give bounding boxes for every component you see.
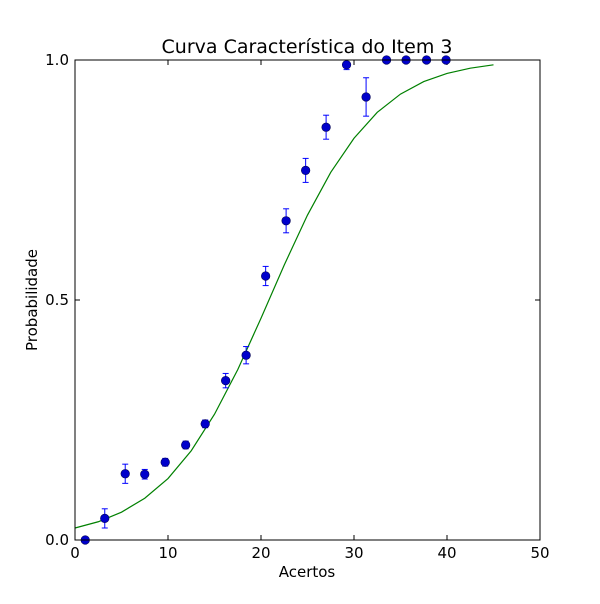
data-point — [200, 419, 210, 429]
x-axis-label: Acertos — [279, 563, 336, 581]
data-point — [241, 350, 251, 360]
data-point — [160, 457, 170, 467]
data-point — [100, 513, 110, 524]
chart-title: Curva Característica do Item 3 — [162, 36, 453, 58]
data-point — [361, 92, 371, 102]
fitted-curve-layer — [74, 64, 494, 529]
data-point — [181, 440, 191, 450]
y-tick-label: 0.0 — [45, 531, 69, 549]
y-axis-label: Probabilidade — [23, 249, 41, 351]
data-point — [341, 60, 352, 70]
y-tick-label: 0.5 — [45, 291, 69, 309]
x-tick-label: 30 — [344, 544, 363, 562]
x-tick-label: 10 — [158, 544, 177, 562]
plot-frame — [74, 59, 541, 541]
y-tick-label: 1.0 — [45, 51, 69, 69]
data-point — [140, 469, 150, 479]
y-axis-ticks: 0.0 0.5 1.0 — [45, 51, 540, 549]
x-tick-label: 40 — [437, 544, 456, 562]
data-point — [120, 469, 130, 479]
data-point — [261, 271, 271, 281]
data-point — [301, 165, 311, 175]
x-tick-label: 0 — [70, 544, 80, 562]
x-tick-label: 50 — [530, 544, 549, 562]
data-point — [321, 122, 331, 132]
x-axis-ticks: 0 10 20 30 40 50 — [70, 60, 550, 562]
data-point — [221, 376, 231, 386]
x-tick-label: 20 — [251, 544, 270, 562]
data-point — [281, 216, 291, 226]
data-points-layer — [80, 55, 451, 545]
fitted-curve-line — [74, 64, 494, 529]
